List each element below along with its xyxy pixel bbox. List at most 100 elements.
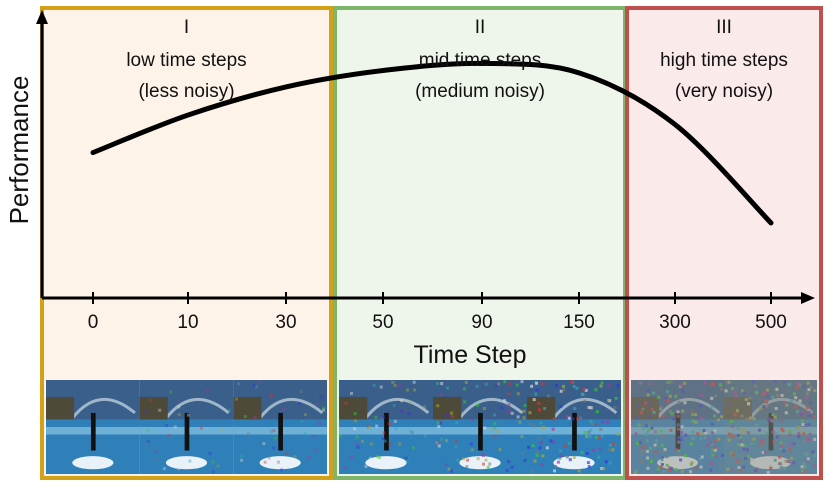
region-1-title: low time steps: [126, 50, 246, 71]
thumb-noise-pixel: [683, 401, 687, 405]
thumb-noise-pixel: [354, 419, 358, 423]
thumb-splash: [365, 456, 407, 470]
thumb-noise-pixel: [545, 446, 549, 450]
thumb-noise-pixel: [567, 441, 571, 445]
thumb-noise-pixel: [205, 389, 209, 393]
thumb-noise-pixel: [600, 467, 604, 471]
thumb-noise-pixel: [549, 439, 553, 443]
thumb-noise-pixel: [666, 380, 670, 384]
thumb-noise-pixel: [531, 444, 535, 448]
thumb-noise-pixel: [637, 403, 641, 407]
thumb-noise-pixel: [496, 429, 500, 433]
thumb-noise-pixel: [411, 446, 415, 450]
x-axis-title: Time Step: [413, 341, 526, 369]
thumb-noise-pixel: [582, 387, 586, 391]
thumb-noise-pixel: [538, 408, 542, 412]
thumb-noise-pixel: [719, 383, 723, 387]
thumb-noise-pixel: [282, 408, 286, 412]
thumb-arch: [255, 398, 324, 424]
thumb-noise-pixel: [583, 399, 587, 403]
thumb-noise-pixel: [387, 422, 391, 426]
thumb-noise-pixel: [646, 466, 650, 470]
thumb-noise-pixel: [162, 467, 166, 471]
thumb-noise-pixel: [540, 463, 544, 467]
region-3-subtitle: (very noisy): [675, 81, 773, 102]
thumb-noise-pixel: [375, 455, 379, 459]
x-tick-label: 10: [177, 312, 198, 333]
thumb-noise-pixel: [559, 389, 563, 393]
thumb-noise-pixel: [589, 419, 593, 423]
thumb-noise-pixel: [700, 393, 704, 397]
thumb-noise-pixel: [580, 451, 584, 455]
thumb-noise-pixel: [676, 423, 680, 427]
thumb-noise-pixel: [435, 441, 439, 445]
thumb-noise-pixel: [706, 436, 710, 440]
thumb-noise-pixel: [699, 436, 703, 440]
thumb-noise-pixel: [576, 417, 580, 421]
thumb-noise-pixel: [699, 404, 703, 408]
thumb-noise-pixel: [369, 456, 373, 460]
thumb-noise-pixel: [318, 421, 322, 425]
thumb-noise-pixel: [698, 457, 702, 461]
x-tick-label: 90: [471, 312, 492, 333]
thumb-noise-pixel: [683, 381, 687, 385]
thumb-arch: [161, 398, 230, 424]
thumb-noise-pixel: [680, 469, 684, 473]
thumb-noise-pixel: [680, 383, 684, 387]
thumb-noise-pixel: [653, 443, 657, 447]
thumb-noise-pixel: [720, 415, 724, 419]
thumb-noise-pixel: [349, 391, 353, 395]
region-3-title: high time steps: [660, 50, 788, 71]
thumb-noise-pixel: [716, 418, 720, 422]
thumb-noise-pixel: [493, 426, 497, 430]
thumb-noise-pixel: [635, 442, 639, 446]
thumb-noise-pixel: [262, 442, 266, 446]
thumb-splash: [259, 456, 301, 470]
thumb-noise-pixel: [437, 444, 441, 448]
thumb-noise-pixel: [711, 382, 715, 386]
thumb-noise-pixel: [439, 438, 443, 442]
thumb-noise-pixel: [585, 452, 589, 456]
thumb-noise-pixel: [684, 433, 688, 437]
thumb-noise-pixel: [553, 464, 557, 468]
thumb-noise-pixel: [303, 413, 307, 417]
thumb-noise-pixel: [400, 399, 404, 403]
thumb-noise-pixel: [713, 394, 717, 398]
thumb-noise-pixel: [208, 451, 212, 455]
thumb-noise-pixel: [681, 389, 685, 393]
thumb-noise-pixel: [616, 432, 620, 436]
thumb-noise-pixel: [588, 435, 592, 439]
thumb-noise-pixel: [556, 460, 560, 464]
thumb-noise-pixel: [563, 444, 567, 448]
thumb-noise-pixel: [578, 416, 582, 420]
thumb-noise-pixel: [676, 414, 680, 418]
thumb-noise-pixel: [587, 405, 591, 409]
thumb-noise-pixel: [594, 435, 598, 439]
thumb-noise-pixel: [694, 420, 698, 424]
thumb-noise-pixel: [713, 429, 717, 433]
thumb-noise-pixel: [188, 459, 192, 463]
thumb-noise-pixel: [665, 463, 669, 467]
thumb-noise-pixel: [634, 470, 638, 474]
axes-layer: [36, 10, 815, 304]
thumb-noise-pixel: [440, 382, 444, 386]
thumb-noise-pixel: [293, 454, 297, 458]
thumb-noise-pixel: [380, 417, 384, 421]
thumb-noise-pixel: [469, 442, 473, 446]
thumb-noise-pixel: [565, 414, 569, 418]
thumb-noise-pixel: [720, 387, 724, 391]
thumb-noise-pixel: [381, 415, 385, 419]
thumb-noise-pixel: [613, 443, 617, 447]
thumb-noise-pixel: [611, 442, 615, 446]
thumb-noise-pixel: [490, 427, 494, 431]
thumb-noise-pixel: [312, 434, 316, 438]
thumb-noise-pixel: [589, 406, 593, 410]
thumb-noise-pixel: [439, 421, 443, 425]
thumb-noise-pixel: [246, 432, 250, 436]
thumb-noise-pixel: [645, 439, 649, 443]
thumb-noise-pixel: [366, 424, 370, 428]
thumb-noise-pixel: [146, 428, 150, 432]
thumb-noise-pixel: [382, 431, 386, 435]
thumb-noise-pixel: [391, 380, 395, 384]
